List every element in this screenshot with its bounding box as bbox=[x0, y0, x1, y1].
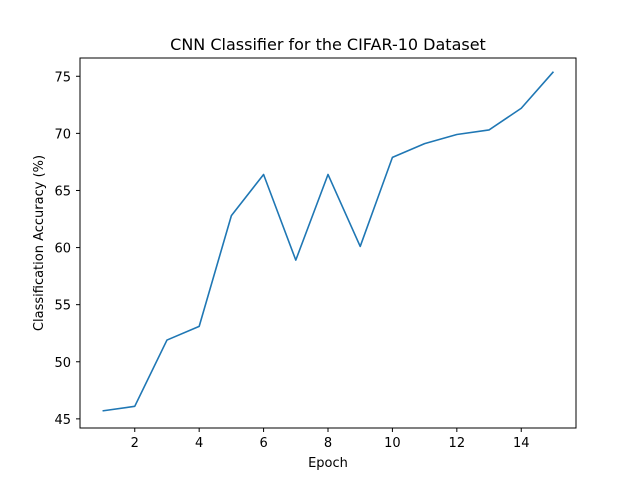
plot-frame bbox=[79, 57, 577, 429]
y-tick-label: 70 bbox=[54, 127, 71, 142]
y-tick-label: 60 bbox=[54, 242, 71, 257]
y-tick-label: 65 bbox=[54, 184, 71, 199]
x-tick-label: 12 bbox=[449, 436, 466, 451]
accuracy-line bbox=[102, 71, 555, 412]
y-tick-label: 50 bbox=[54, 356, 71, 371]
x-tick-label: 14 bbox=[513, 436, 530, 451]
x-axis-title: Epoch bbox=[308, 456, 348, 471]
x-tick-label: 4 bbox=[195, 436, 203, 451]
y-tick-label: 45 bbox=[54, 413, 71, 428]
series-layer bbox=[102, 71, 555, 412]
x-tick-label: 8 bbox=[324, 436, 332, 451]
x-tick-label: 10 bbox=[384, 436, 401, 451]
x-tick-label: 2 bbox=[131, 436, 139, 451]
chart-title: CNN Classifier for the CIFAR-10 Dataset bbox=[170, 35, 486, 54]
y-tick-label: 75 bbox=[54, 70, 71, 85]
ticks-layer: 2 4 6 8 10 12 14 45 50 55 60 65 70 75 bbox=[54, 70, 529, 451]
y-tick-label: 55 bbox=[54, 299, 71, 314]
y-axis-title: Classification Accuracy (%) bbox=[32, 155, 47, 331]
x-tick-label: 6 bbox=[259, 436, 267, 451]
